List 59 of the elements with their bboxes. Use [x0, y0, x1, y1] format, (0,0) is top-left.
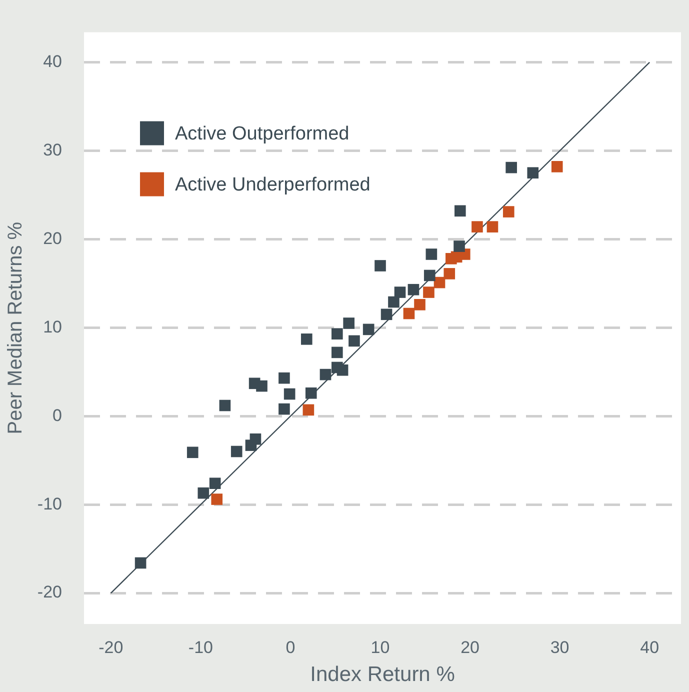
- point: [403, 308, 415, 320]
- point: [551, 161, 563, 172]
- point: [198, 487, 210, 499]
- point: [305, 387, 317, 399]
- x-tick-label: 10: [370, 638, 390, 657]
- y-tick-label: -10: [37, 494, 62, 514]
- x-tick-label: 20: [460, 638, 480, 657]
- x-tick-label: 0: [286, 638, 296, 657]
- point: [343, 318, 354, 329]
- point: [186, 446, 198, 458]
- point: [506, 162, 517, 174]
- point: [362, 324, 374, 336]
- x-tick-label: -20: [98, 638, 124, 657]
- y-tick-label: 30: [43, 140, 62, 160]
- point: [320, 368, 332, 380]
- point: [374, 260, 386, 272]
- point: [230, 446, 242, 458]
- point: [300, 334, 312, 345]
- x-tick-label: 40: [640, 638, 660, 657]
- point: [219, 400, 231, 412]
- x-tick-label: -10: [188, 638, 213, 657]
- point: [332, 346, 343, 358]
- y-tick-label: 0: [52, 406, 62, 425]
- point: [408, 284, 420, 296]
- x-tick-label: 30: [550, 638, 570, 657]
- y-axis-title: Peer Median Returns %: [4, 222, 27, 434]
- point: [211, 494, 223, 505]
- point: [380, 308, 392, 320]
- point: [527, 167, 539, 179]
- point: [348, 335, 360, 347]
- point: [486, 221, 498, 232]
- point: [426, 248, 438, 260]
- point: [134, 557, 146, 569]
- point: [444, 268, 456, 280]
- point: [454, 205, 466, 217]
- point: [414, 299, 426, 310]
- legend-label: Active Outperformed: [175, 123, 350, 144]
- y-tick-label: 10: [43, 317, 62, 336]
- point: [502, 206, 514, 218]
- point: [472, 221, 483, 232]
- x-axis-title: Index Return %: [310, 663, 455, 686]
- point: [256, 380, 268, 392]
- point: [250, 433, 262, 445]
- point: [209, 478, 221, 490]
- y-tick-label: 40: [43, 52, 62, 71]
- point: [284, 388, 296, 400]
- point: [394, 286, 406, 298]
- point: [302, 404, 314, 416]
- y-tick-label: 20: [43, 228, 62, 248]
- point: [423, 286, 434, 298]
- legend-label: Active Underperformed: [175, 174, 370, 196]
- point: [278, 403, 290, 415]
- point: [336, 364, 348, 376]
- point: [454, 240, 465, 252]
- point: [278, 372, 290, 384]
- y-tick-label: -20: [37, 582, 62, 602]
- point: [424, 270, 436, 282]
- point: [332, 328, 343, 340]
- point: [388, 296, 400, 308]
